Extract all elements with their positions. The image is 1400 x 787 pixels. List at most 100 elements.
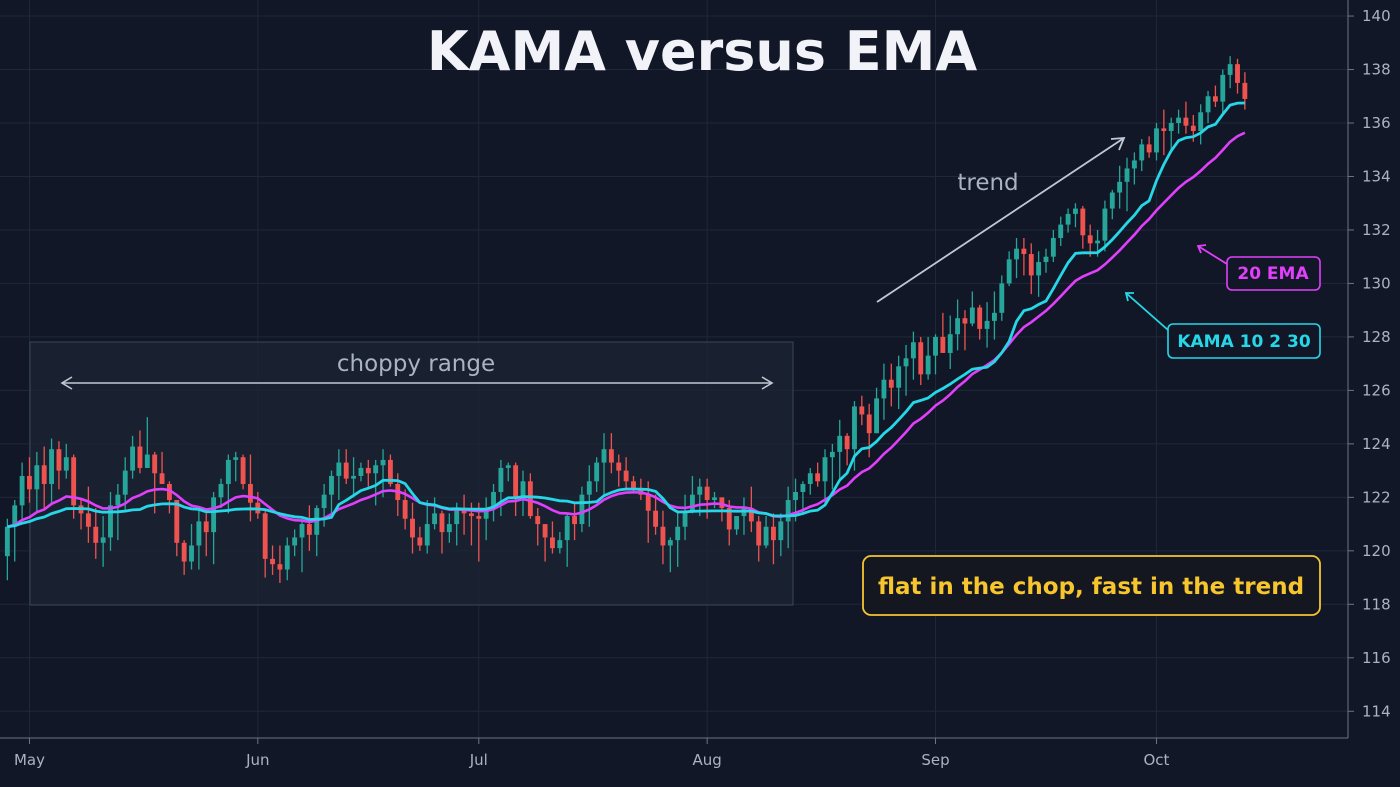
chart-title: KAMA versus EMA [427, 20, 978, 83]
candle [844, 433, 850, 466]
y-tick-label: 114 [1362, 702, 1391, 720]
candle [203, 513, 209, 557]
candle [100, 516, 106, 567]
candle [1139, 139, 1145, 172]
candle-body [174, 500, 180, 543]
callout-text: flat in the chop, fast in the trend [878, 574, 1304, 600]
candle-body [594, 462, 600, 482]
candle-body [859, 406, 865, 415]
candle [564, 513, 570, 567]
candle-body [542, 524, 548, 538]
candle-body [756, 521, 762, 546]
candle [1124, 157, 1130, 212]
choppy-range-label: choppy range [337, 351, 495, 377]
candle [498, 459, 504, 517]
candle [159, 451, 165, 484]
candle [1117, 165, 1123, 209]
candle-body [336, 462, 342, 476]
candle-body [321, 494, 327, 509]
candle [955, 299, 961, 351]
candle [785, 486, 791, 549]
candle-body [903, 358, 909, 367]
candle [189, 524, 194, 570]
candle [947, 315, 953, 369]
candle [417, 526, 423, 551]
candle-body [1139, 144, 1145, 161]
candle-body [373, 465, 379, 474]
candle [1006, 251, 1012, 287]
candle [402, 489, 408, 530]
x-tick-label: Jun [245, 751, 269, 769]
candle-body [815, 473, 821, 482]
candle-body [365, 467, 371, 474]
candle-body [1014, 248, 1019, 260]
y-tick-label: 132 [1362, 221, 1391, 239]
candle-body [1242, 82, 1248, 99]
candle-body [211, 497, 217, 533]
candle [1102, 200, 1108, 252]
candle-body [918, 342, 924, 375]
candle-body [159, 473, 165, 484]
candle-body [387, 459, 393, 484]
candle-body [34, 465, 40, 490]
candle [225, 454, 231, 514]
candle-body [1176, 117, 1182, 123]
candle-body [800, 483, 806, 492]
candle [1036, 251, 1042, 297]
candle [27, 457, 32, 503]
candle [1168, 117, 1174, 150]
candle-body [807, 473, 813, 484]
candle-body [203, 521, 209, 533]
candle [410, 502, 415, 554]
candle-body [844, 435, 850, 450]
candle-body [660, 526, 666, 546]
candle [1176, 109, 1182, 134]
candle-body [977, 307, 983, 329]
candle-body [1183, 117, 1189, 126]
candle-body [645, 494, 651, 511]
candle [660, 510, 666, 565]
candle [977, 304, 983, 340]
candle [800, 481, 806, 514]
candle [63, 443, 69, 479]
candle-body [85, 513, 91, 527]
candle [999, 275, 1005, 321]
candle [166, 481, 172, 514]
candle-body [734, 516, 740, 530]
candle [1080, 205, 1086, 249]
candle [130, 435, 136, 479]
y-tick-label: 126 [1362, 381, 1391, 399]
candle-body [1021, 248, 1027, 255]
candle-body [793, 492, 798, 501]
candle-body [719, 497, 725, 509]
candle-body [1161, 128, 1167, 132]
candle-body [1212, 96, 1218, 102]
candle-body [41, 465, 47, 484]
candle [608, 433, 614, 474]
candle [910, 331, 916, 380]
candle [542, 524, 548, 562]
candle-body [189, 545, 194, 562]
candle [918, 336, 924, 386]
candles [4, 56, 1248, 583]
candle [535, 508, 541, 546]
candle-body [262, 513, 268, 559]
candle [306, 505, 312, 551]
candle-body [933, 336, 938, 356]
candle [1235, 58, 1240, 94]
candle [763, 516, 769, 549]
candle [34, 451, 40, 514]
candle [505, 462, 511, 482]
candle [1028, 243, 1034, 295]
candle-body [1080, 208, 1086, 236]
candle-body [137, 446, 143, 468]
candle [4, 518, 10, 581]
candle-body [1124, 168, 1130, 182]
candle-body [785, 500, 791, 522]
candle [520, 470, 526, 517]
candle-body [697, 486, 703, 495]
candle-body [822, 457, 828, 482]
candle-body [601, 449, 607, 463]
candle [1131, 152, 1137, 185]
